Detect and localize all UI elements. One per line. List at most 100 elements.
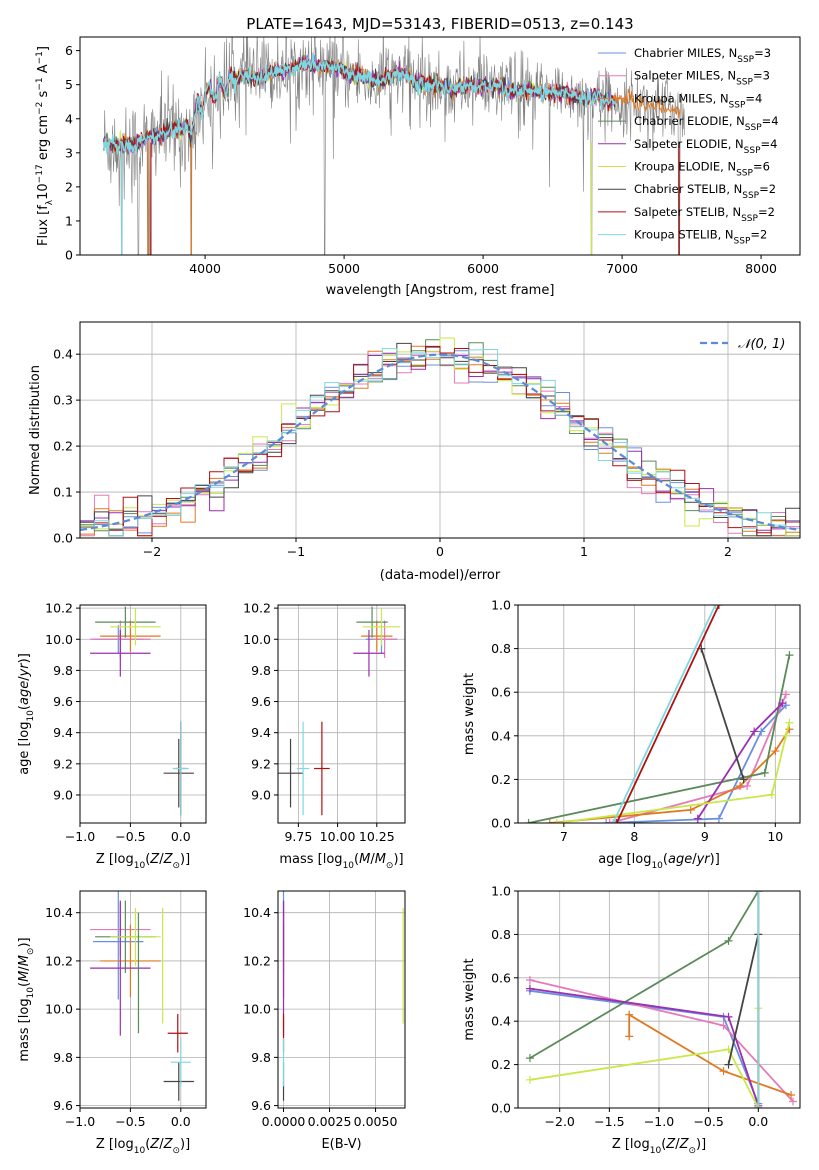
legend-label: Salpeter MILES, NSSP=3 (634, 69, 770, 88)
x-axis-label: Z [log10(Z/Z⊙)] (612, 1137, 706, 1156)
x-tick-label: 0 (436, 544, 444, 559)
x-tick-label: 8 (630, 829, 638, 844)
errorbar-salpeter-elodie (90, 629, 151, 677)
series-point (724, 936, 733, 945)
x-tick-label: 5000 (328, 261, 360, 276)
series-point (525, 1054, 534, 1063)
series-point (525, 1075, 534, 1084)
x-tick-label: 10.00 (320, 829, 356, 844)
axes-frame (79, 604, 207, 824)
series-point (525, 975, 534, 984)
plot-area (282, 891, 404, 1101)
series-kroupa-miles (625, 1010, 796, 1099)
y-tick-label: 9.0 (251, 787, 271, 802)
errorbar-salpeter-miles (372, 620, 398, 658)
y-tick-label: 0.0 (491, 1101, 511, 1116)
legend-label: Salpeter STELIB, NSSP=2 (634, 205, 775, 224)
series-kroupa-stelib (754, 891, 763, 1108)
gaussian-curve (80, 353, 800, 531)
y-tick-label: 3 (65, 145, 73, 160)
histogram-kroupa-stelib (80, 348, 800, 537)
series-line (606, 704, 787, 823)
axes-age-vs-mass: 9.75 10.00 10.25 9.0 9.2 9.4 9.6 9.8 10.0 10.2 (243, 601, 406, 844)
y-tick-label: 1.0 (491, 884, 511, 899)
y-tick-label: 6 (65, 43, 73, 58)
axes-frame (79, 890, 207, 1109)
y-axis-label: mass [log10(M/M⊙)] (17, 937, 36, 1061)
x-tick-label: 0.0 (171, 1114, 191, 1129)
y-tick-label: 10.2 (243, 953, 271, 968)
series-point (686, 805, 695, 814)
errorbar-chabrier-stelib (278, 738, 304, 808)
series-point (778, 699, 787, 708)
x-tick-label: 1 (580, 544, 588, 559)
legend-label: Chabrier STELIB, NSSP=2 (634, 182, 776, 201)
model-spectrum-salpeter-stelib (103, 58, 616, 152)
y-tick-label: 1 (65, 213, 73, 228)
y-tick-label: 10.4 (45, 905, 73, 920)
x-axis-label: E(B-V) (321, 1137, 361, 1152)
y-tick-label: 10.0 (45, 632, 73, 647)
spectrum-legend: Chabrier MILES, NSSP=3 Salpeter MILES, NS… (598, 46, 779, 247)
x-tick-label: −0.5 (115, 829, 145, 844)
series-point (605, 819, 614, 823)
x-tick-label: −1.0 (65, 829, 95, 844)
x-tick-label: 9.75 (284, 829, 312, 844)
axes-mass-vs-Z: −1.0 −0.5 0.0 9.6 9.8 10.0 10.2 10.4 (45, 890, 207, 1129)
y-tick-label: 0.4 (491, 728, 511, 743)
series-point (724, 1012, 733, 1021)
x-tick-label: 0.0 (748, 1114, 768, 1129)
y-tick-label: 10.4 (243, 905, 271, 920)
x-tick-label: −1 (287, 544, 305, 559)
axes-frame (79, 36, 801, 256)
y-tick-label: 2 (65, 179, 73, 194)
series-salpeter-elodie (525, 984, 763, 1108)
series-point (719, 1021, 728, 1030)
series-point (545, 819, 554, 823)
series-chabrier-miles (602, 701, 790, 823)
errorbar-salpeter-stelib (314, 721, 330, 816)
series-line (556, 722, 791, 823)
y-axis-label: Normed distribution (28, 365, 43, 495)
series-point (754, 891, 763, 895)
legend-label: Kroupa STELIB, NSSP=2 (634, 228, 767, 247)
y-tick-label: 9.8 (53, 1050, 73, 1065)
y-tick-label: 0.1 (53, 485, 73, 500)
series-point (714, 814, 723, 823)
series-kroupa-elodie (552, 718, 794, 823)
x-tick-label: 10 (767, 829, 783, 844)
series-point (757, 727, 766, 736)
y-tick-label: 10.0 (45, 1002, 73, 1017)
series-line (609, 694, 787, 823)
y-tick-label: 10.2 (45, 953, 73, 968)
series-chabrier-elodie (525, 891, 763, 1063)
x-tick-label: −1.0 (65, 1114, 95, 1129)
series-point (711, 605, 720, 609)
errorbar-kroupa-stelib (296, 721, 310, 816)
y-tick-label: 0.0 (53, 531, 73, 546)
y-tick-label: 9.8 (53, 663, 73, 678)
legend-label: Chabrier ELODIE, NSSP=4 (634, 114, 779, 133)
x-tick-label: −2 (143, 544, 161, 559)
errorbar-chabrier-elodie (356, 606, 388, 638)
y-tick-label: 0.4 (53, 347, 73, 362)
series-point (789, 1097, 798, 1106)
y-tick-label: 0.6 (491, 685, 511, 700)
series-point (785, 718, 794, 727)
x-tick-label: −1.0 (644, 1114, 674, 1129)
series-line (628, 1013, 792, 1096)
y-axis-label: mass weight (462, 673, 477, 755)
series-point (714, 605, 723, 609)
y-tick-label: 9.6 (251, 694, 271, 709)
errorbar-kroupa-stelib (170, 1038, 191, 1087)
axes-residuals: −2 −1 0 1 2 0.0 0.1 0.2 0.3 0.4 (53, 321, 801, 559)
errorbar-chabrier-elodie (95, 606, 156, 638)
x-tick-label: 9 (701, 829, 709, 844)
series-point (625, 1010, 634, 1019)
legend-label: Chabrier MILES, NSSP=3 (634, 46, 771, 65)
x-axis-label: (data-model)/error (380, 568, 501, 583)
series-point (754, 1104, 763, 1108)
chart-title: PLATE=1643, MJD=53143, FIBERID=0513, z=0… (246, 15, 633, 33)
x-tick-label: 0.0 (171, 829, 191, 844)
